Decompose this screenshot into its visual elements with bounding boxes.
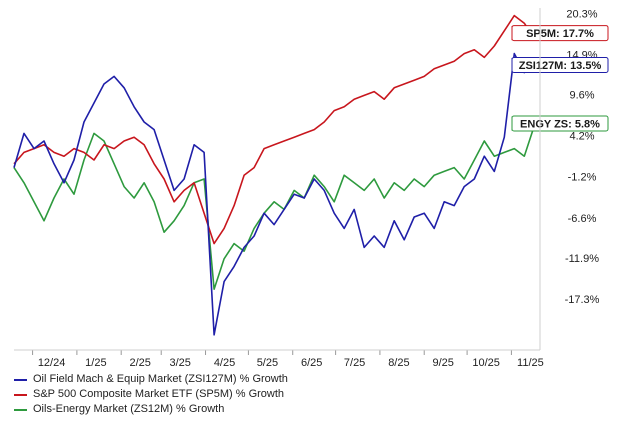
y-tick-label: 9.6% [569,90,594,102]
legend-item-sp5m: S&P 500 Composite Market ETF (SP5M) % Gr… [14,387,288,402]
series-lines [13,14,541,336]
series-line [13,52,541,336]
x-tick-label: 5/25 [257,357,278,369]
legend-item-zs12m: Oils-Energy Market (ZS12M) % Growth [14,402,288,417]
legend-label: S&P 500 Composite Market ETF (SP5M) % Gr… [33,388,285,400]
callout-box [511,115,609,132]
y-tick-label: -1.2% [568,172,597,184]
x-tick-label: 6/25 [301,357,322,369]
legend-swatch [14,378,27,381]
end-labels: ZSI127M: 13.5% SP5M: 17.7% ENGY ZS: 5.8% [511,25,609,132]
callout-label: SP5M: 17.7% [526,28,594,40]
legend-label: Oils-Energy Market (ZS12M) % Growth [33,403,225,415]
y-axis: 20.3%14.9%9.6%4.2%-1.2%-6.6%-11.9%-17.3% [565,8,600,306]
y-tick-label: -6.6% [568,213,597,225]
y-tick-label: -11.9% [565,253,599,265]
y-tick-label: 20.3% [566,8,597,20]
series-line [13,14,541,245]
legend-label: Oil Field Mach & Equip Market (ZSI127M) … [33,373,288,385]
series-line [13,122,541,291]
callout-box [511,57,609,73]
x-tick-label: 7/25 [344,357,365,369]
x-tick-label: 2/25 [129,357,150,369]
x-tick-label: 4/25 [214,357,235,369]
x-tick-label: 10/25 [472,357,500,369]
legend: Oil Field Mach & Equip Market (ZSI127M) … [14,372,288,417]
x-tick-label: 11/25 [517,357,544,369]
x-tick-label: 3/25 [170,357,191,369]
callout-box [511,25,609,42]
x-axis: 12/24 1/25 2/25 3/25 4/25 5/25 6/25 7/25 8/25 9/2… [32,350,544,369]
callout-label: ENGY ZS: 5.8% [520,119,600,131]
y-tick-label: 4.2% [569,131,594,143]
y-tick-label: -17.3% [565,294,600,306]
legend-swatch [14,408,27,411]
legend-swatch [14,393,27,396]
x-tick-label: 1/25 [85,357,106,369]
legend-item-zsi127m: Oil Field Mach & Equip Market (ZSI127M) … [14,372,288,387]
x-tick-label: 12/24 [38,357,66,369]
x-tick-label: 8/25 [388,357,409,369]
x-tick-label: 9/25 [433,357,454,369]
callout-label: ZSI127M: 13.5% [519,60,602,72]
